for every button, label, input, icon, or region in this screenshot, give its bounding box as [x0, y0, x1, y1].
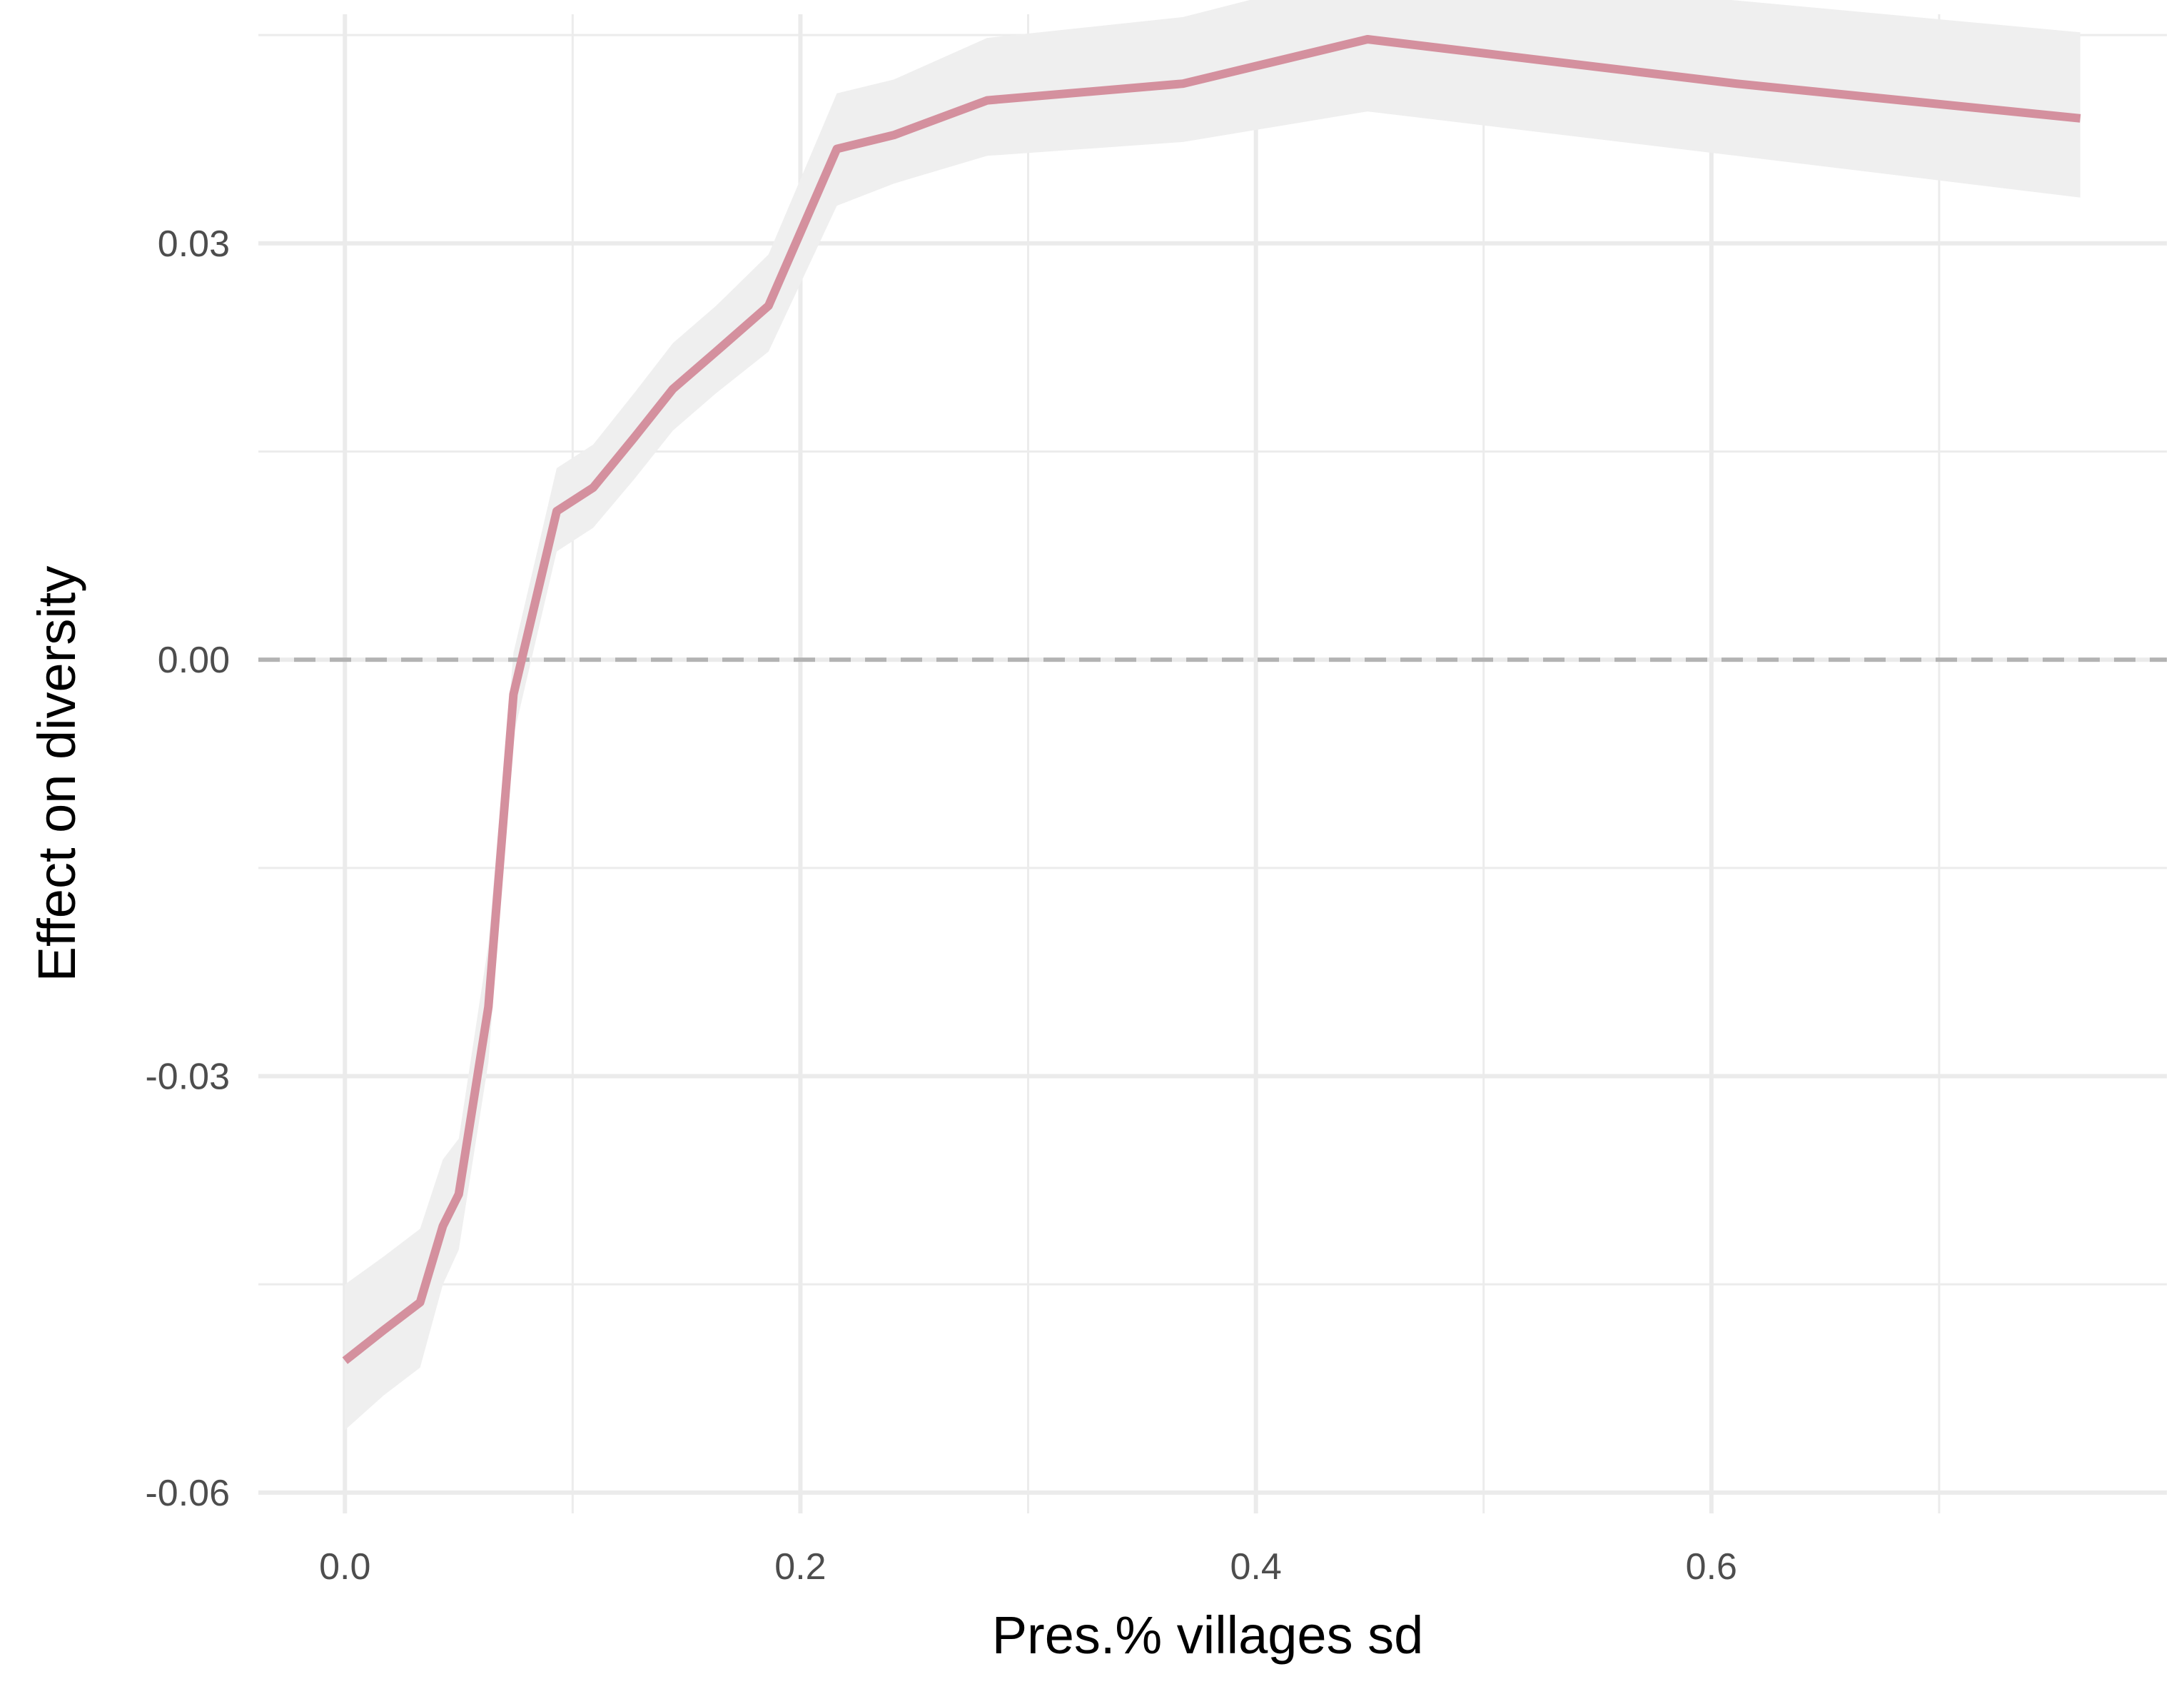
x-tick-label: 0.2	[774, 1546, 826, 1588]
major-gridlines	[258, 14, 2167, 1513]
effect-line	[342, 35, 2081, 1364]
y-axis-title: Effect on diversity	[27, 566, 86, 982]
x-tick-label: 0.4	[1230, 1546, 1281, 1588]
x-axis-title: Pres.% villages sd	[992, 1605, 1424, 1665]
y-tick-labels: -0.06 -0.03 0.00 0.03	[145, 223, 230, 1514]
y-tick-label: 0.03	[158, 223, 230, 265]
x-tick-labels: 0.0 0.2 0.4 0.6	[319, 1546, 1737, 1588]
x-tick-label: 0.0	[319, 1546, 370, 1588]
minor-gridlines	[258, 14, 2167, 1513]
y-tick-label: -0.03	[145, 1057, 230, 1098]
y-tick-label: 0.00	[158, 640, 230, 681]
confidence-band	[345, 0, 2081, 1431]
y-tick-label: -0.06	[145, 1473, 230, 1514]
x-tick-label: 0.6	[1686, 1546, 1737, 1588]
